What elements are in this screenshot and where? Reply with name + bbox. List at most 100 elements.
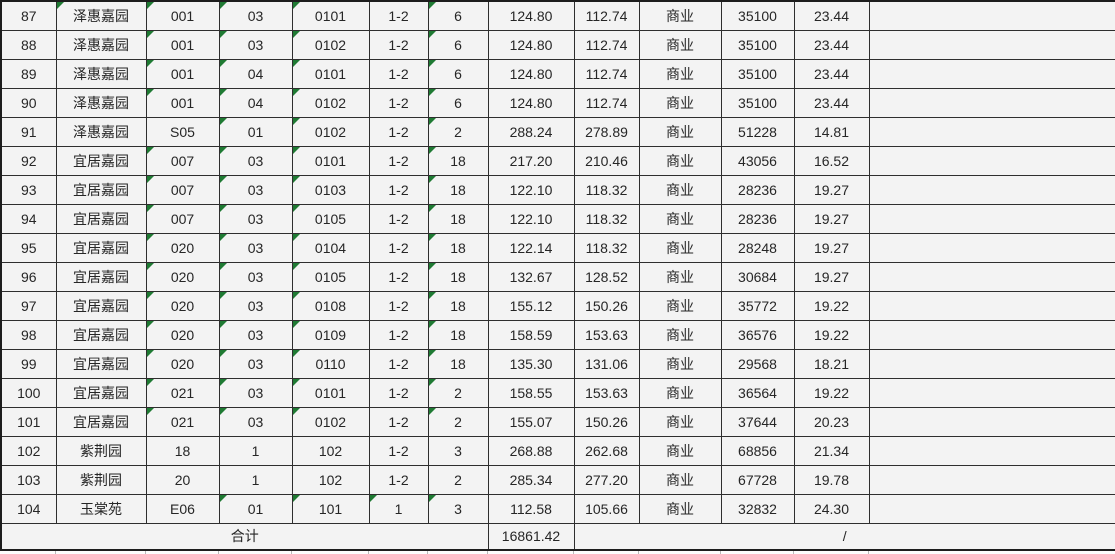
cell-room-no[interactable]: 0101: [291, 145, 370, 176]
cell-area-a[interactable]: 122.10: [487, 203, 575, 234]
cell-usage-type[interactable]: 商业: [638, 203, 722, 234]
cell-floor[interactable]: 1-2: [368, 435, 429, 466]
cell-serial[interactable]: 100: [0, 377, 57, 408]
cell-project-name[interactable]: 玉棠苑: [55, 493, 147, 524]
cell-area-a[interactable]: 217.20: [487, 145, 575, 176]
cell-price[interactable]: 35100: [720, 87, 795, 118]
cell-usage-type[interactable]: 商业: [638, 493, 722, 524]
cell-usage-type[interactable]: 商业: [638, 319, 722, 350]
cell-count[interactable]: 2: [427, 116, 489, 147]
cell-building-no[interactable]: 020: [145, 232, 220, 263]
cell-area-a[interactable]: 158.59: [487, 319, 575, 350]
cell-ratio[interactable]: 16.52: [793, 145, 870, 176]
cell-unit-no[interactable]: 1: [218, 464, 293, 495]
cell-blank[interactable]: [868, 174, 1115, 205]
cell-usage-type[interactable]: 商业: [638, 435, 722, 466]
cell-serial[interactable]: 88: [0, 29, 57, 60]
cell-area-a[interactable]: 285.34: [487, 464, 575, 495]
cell-blank[interactable]: [868, 435, 1115, 466]
cell-serial[interactable]: 94: [0, 203, 57, 234]
cell-project-name[interactable]: 宜居嘉园: [55, 174, 147, 205]
cell-room-no[interactable]: 0101: [291, 377, 370, 408]
cell-serial[interactable]: 93: [0, 174, 57, 205]
cell-serial[interactable]: 103: [0, 464, 57, 495]
cell-building-no[interactable]: 020: [145, 261, 220, 292]
cell-building-no[interactable]: 020: [145, 319, 220, 350]
cell-area-a[interactable]: 135.30: [487, 348, 575, 379]
cell-area-a[interactable]: 124.80: [487, 0, 575, 31]
cell-ratio[interactable]: 21.34: [793, 435, 870, 466]
cell-serial[interactable]: 96: [0, 261, 57, 292]
cell-area-b[interactable]: 105.66: [573, 493, 640, 524]
cell-project-name[interactable]: 宜居嘉园: [55, 290, 147, 321]
cell-project-name[interactable]: 宜居嘉园: [55, 203, 147, 234]
cell-area-a[interactable]: 122.14: [487, 232, 575, 263]
cell-area-b[interactable]: 118.32: [573, 174, 640, 205]
cell-project-name[interactable]: 宜居嘉园: [55, 377, 147, 408]
cell-blank[interactable]: [868, 464, 1115, 495]
cell-project-name[interactable]: 宜居嘉园: [55, 232, 147, 263]
cell-area-a[interactable]: 158.55: [487, 377, 575, 408]
cell-building-no[interactable]: 020: [145, 348, 220, 379]
cell-room-no[interactable]: 0102: [291, 87, 370, 118]
cell-serial[interactable]: 89: [0, 58, 57, 89]
cell-count[interactable]: 18: [427, 348, 489, 379]
cell-ratio[interactable]: 19.27: [793, 261, 870, 292]
cell-serial[interactable]: 92: [0, 145, 57, 176]
cell-area-a[interactable]: 155.07: [487, 406, 575, 437]
cell-building-no[interactable]: 021: [145, 406, 220, 437]
cell-floor[interactable]: 1-2: [368, 116, 429, 147]
cell-count[interactable]: 18: [427, 232, 489, 263]
cell-serial[interactable]: 91: [0, 116, 57, 147]
cell-area-a[interactable]: 124.80: [487, 58, 575, 89]
cell-floor[interactable]: 1-2: [368, 87, 429, 118]
cell-ratio[interactable]: 23.44: [793, 29, 870, 60]
cell-area-a[interactable]: 155.12: [487, 290, 575, 321]
cell-project-name[interactable]: 宜居嘉园: [55, 145, 147, 176]
cell-price[interactable]: 35772: [720, 290, 795, 321]
cell-unit-no[interactable]: 03: [218, 0, 293, 31]
cell-count[interactable]: 18: [427, 145, 489, 176]
cell-unit-no[interactable]: 03: [218, 145, 293, 176]
cell-usage-type[interactable]: 商业: [638, 87, 722, 118]
cell-unit-no[interactable]: 03: [218, 203, 293, 234]
cell-usage-type[interactable]: 商业: [638, 261, 722, 292]
cell-price[interactable]: 28236: [720, 203, 795, 234]
cell-room-no[interactable]: 0102: [291, 406, 370, 437]
cell-area-a[interactable]: 124.80: [487, 29, 575, 60]
cell-count[interactable]: 18: [427, 203, 489, 234]
cell-floor[interactable]: 1-2: [368, 232, 429, 263]
cell-blank[interactable]: [868, 290, 1115, 321]
cell-room-no[interactable]: 0102: [291, 116, 370, 147]
cell-serial[interactable]: 99: [0, 348, 57, 379]
cell-usage-type[interactable]: 商业: [638, 29, 722, 60]
cell-building-no[interactable]: 18: [145, 435, 220, 466]
cell-ratio[interactable]: 19.27: [793, 232, 870, 263]
cell-floor[interactable]: 1-2: [368, 58, 429, 89]
cell-area-b[interactable]: 210.46: [573, 145, 640, 176]
cell-room-no[interactable]: 0102: [291, 29, 370, 60]
cell-usage-type[interactable]: 商业: [638, 464, 722, 495]
cell-count[interactable]: 3: [427, 435, 489, 466]
cell-ratio[interactable]: 23.44: [793, 0, 870, 31]
cell-unit-no[interactable]: 03: [218, 348, 293, 379]
cell-area-b[interactable]: 153.63: [573, 319, 640, 350]
cell-blank[interactable]: [868, 203, 1115, 234]
cell-building-no[interactable]: 007: [145, 145, 220, 176]
cell-area-b[interactable]: 112.74: [573, 0, 640, 31]
cell-area-b[interactable]: 262.68: [573, 435, 640, 466]
cell-ratio[interactable]: 14.81: [793, 116, 870, 147]
cell-project-name[interactable]: 宜居嘉园: [55, 319, 147, 350]
cell-area-b[interactable]: 112.74: [573, 87, 640, 118]
cell-blank[interactable]: [868, 348, 1115, 379]
cell-building-no[interactable]: 007: [145, 174, 220, 205]
cell-price[interactable]: 29568: [720, 348, 795, 379]
total-area-cell[interactable]: 16861.42: [487, 522, 575, 551]
cell-floor[interactable]: 1-2: [368, 290, 429, 321]
cell-price[interactable]: 28236: [720, 174, 795, 205]
cell-floor[interactable]: 1-2: [368, 406, 429, 437]
cell-building-no[interactable]: 020: [145, 290, 220, 321]
cell-price[interactable]: 35100: [720, 0, 795, 31]
cell-project-name[interactable]: 紫荆园: [55, 435, 147, 466]
cell-usage-type[interactable]: 商业: [638, 174, 722, 205]
